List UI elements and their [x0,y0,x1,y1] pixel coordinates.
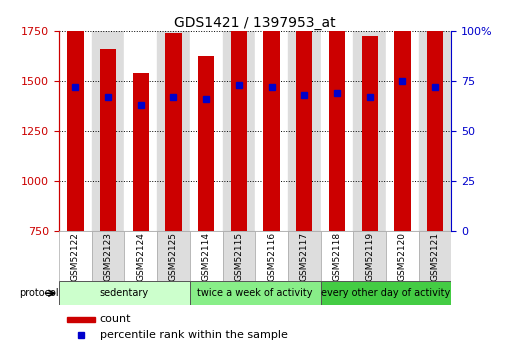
Bar [321,281,451,305]
Bar [165,33,182,231]
Bar [296,13,312,231]
Bar [157,31,190,231]
Bar [59,231,92,281]
Bar [67,0,84,231]
Bar [198,56,214,231]
Bar [231,0,247,231]
Bar [362,36,378,231]
Text: GSM52119: GSM52119 [365,231,374,281]
Bar [132,73,149,231]
Text: count: count [100,314,131,324]
Text: GSM52115: GSM52115 [234,231,243,281]
Bar [190,31,223,231]
Bar [59,31,92,231]
Bar [419,31,451,231]
Bar [329,3,345,231]
Bar [223,231,255,281]
Bar [394,0,410,231]
Bar [419,231,451,281]
Bar [157,231,190,281]
Bar [321,231,353,281]
Bar [190,231,223,281]
Bar [92,231,125,281]
Bar [223,31,255,231]
Text: GSM52117: GSM52117 [300,231,309,281]
Text: every other day of activity: every other day of activity [322,288,450,298]
Bar [100,49,116,231]
Bar [190,281,321,305]
Bar [353,31,386,231]
Bar [92,31,124,231]
Bar [353,231,386,281]
Text: GSM52123: GSM52123 [104,231,112,281]
Bar [288,231,321,281]
Text: sedentary: sedentary [100,288,149,298]
Bar [386,231,419,281]
Text: GSM52122: GSM52122 [71,232,80,280]
Text: GSM52118: GSM52118 [332,231,342,281]
Bar [255,231,288,281]
Text: GSM52120: GSM52120 [398,231,407,281]
Bar [124,231,157,281]
Bar [427,0,443,231]
Text: GSM52125: GSM52125 [169,231,178,281]
Text: GSM52121: GSM52121 [430,231,440,281]
Bar [321,31,353,231]
Text: protocol: protocol [19,288,59,298]
Bar [386,31,419,231]
Text: GSM52116: GSM52116 [267,231,276,281]
Bar [255,31,288,231]
Bar [59,281,190,305]
Bar [67,317,95,322]
Title: GDS1421 / 1397953_at: GDS1421 / 1397953_at [174,16,336,30]
Text: GSM52114: GSM52114 [202,231,211,281]
Bar [288,31,321,231]
Bar [263,0,280,231]
Text: GSM52124: GSM52124 [136,232,145,280]
Text: twice a week of activity: twice a week of activity [198,288,313,298]
Bar [124,31,157,231]
Text: percentile rank within the sample: percentile rank within the sample [100,330,288,340]
